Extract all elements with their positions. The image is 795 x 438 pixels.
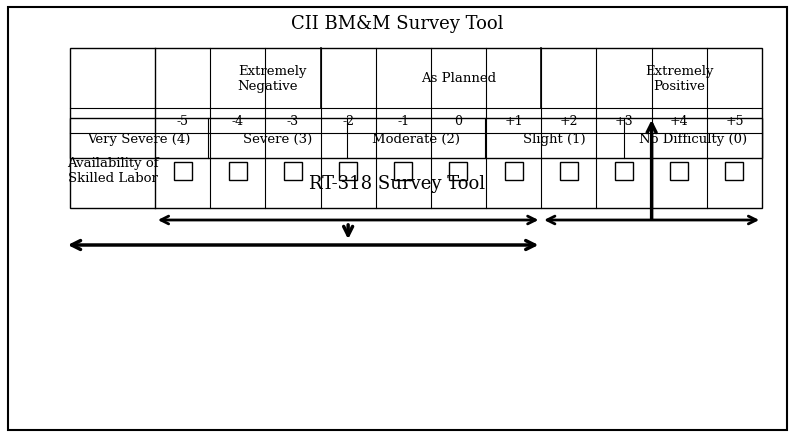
Text: +2: +2: [560, 115, 578, 128]
Bar: [505, 162, 522, 180]
Bar: [560, 162, 578, 180]
Bar: [449, 162, 467, 180]
Bar: [284, 162, 302, 180]
Text: CII BM&M Survey Tool: CII BM&M Survey Tool: [291, 15, 503, 33]
Bar: [339, 162, 357, 180]
Text: -2: -2: [342, 115, 354, 128]
Text: Moderate (2): Moderate (2): [372, 132, 460, 145]
Bar: [70, 119, 762, 159]
Text: Availability of
Skilled Labor: Availability of Skilled Labor: [67, 157, 158, 185]
Text: Extremely
Positive: Extremely Positive: [645, 65, 713, 93]
Text: +4: +4: [670, 115, 688, 128]
Text: +3: +3: [615, 115, 634, 128]
Text: -1: -1: [398, 115, 409, 128]
Bar: [670, 162, 688, 180]
Text: RT-318 Survey Tool: RT-318 Survey Tool: [309, 175, 485, 193]
Text: -3: -3: [287, 115, 299, 128]
Text: -5: -5: [176, 115, 188, 128]
Bar: [229, 162, 246, 180]
Text: +1: +1: [504, 115, 523, 128]
Text: 0: 0: [455, 115, 463, 128]
Text: -4: -4: [231, 115, 244, 128]
Bar: [725, 162, 743, 180]
Bar: [615, 162, 633, 180]
Text: Extremely
Negative: Extremely Negative: [238, 65, 306, 93]
Text: Very Severe (4): Very Severe (4): [87, 132, 191, 145]
Text: +5: +5: [725, 115, 743, 128]
Text: As Planned: As Planned: [421, 72, 496, 85]
Text: Slight (1): Slight (1): [523, 132, 586, 145]
Bar: [70, 49, 762, 208]
Text: Severe (3): Severe (3): [243, 132, 312, 145]
Bar: [173, 162, 192, 180]
Text: No Difficulty (0): No Difficulty (0): [638, 132, 747, 145]
Bar: [394, 162, 413, 180]
